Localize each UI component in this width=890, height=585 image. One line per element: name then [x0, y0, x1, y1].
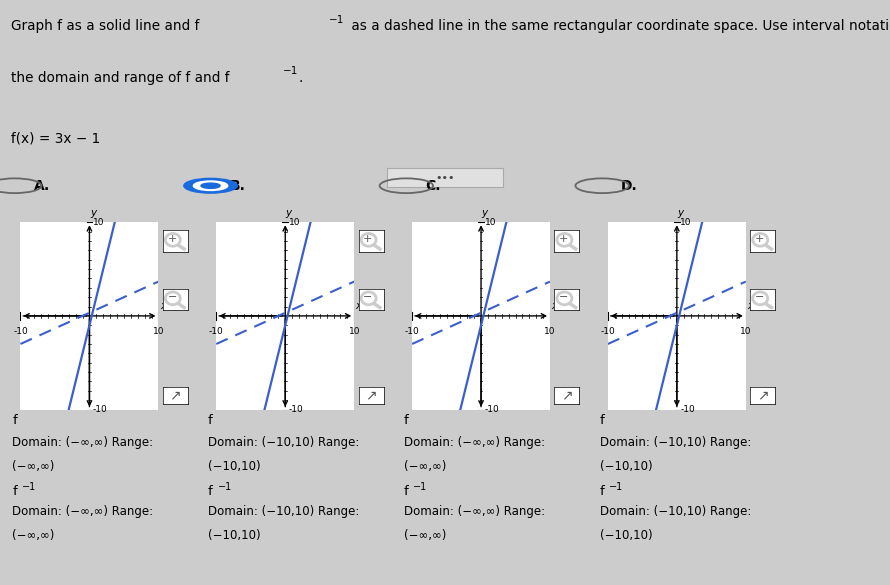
Text: y: y — [90, 208, 96, 218]
Text: B.: B. — [230, 179, 246, 192]
Text: +: + — [755, 234, 765, 244]
Text: f(x) = 3x − 1: f(x) = 3x − 1 — [11, 131, 100, 145]
Text: -10: -10 — [601, 327, 615, 336]
Text: f: f — [12, 414, 17, 428]
Text: Domain: (−10,10) Range:: Domain: (−10,10) Range: — [208, 504, 360, 518]
Text: f: f — [12, 485, 17, 498]
Text: 10: 10 — [349, 327, 360, 336]
Text: (−∞,∞): (−∞,∞) — [12, 529, 54, 542]
Text: -10: -10 — [93, 405, 108, 414]
Text: x: x — [552, 301, 557, 311]
Text: D.: D. — [621, 179, 638, 192]
Text: −: − — [559, 292, 569, 302]
Text: ↗: ↗ — [365, 388, 377, 402]
Text: (−∞,∞): (−∞,∞) — [12, 460, 54, 473]
Text: x: x — [356, 301, 361, 311]
Text: +: + — [363, 234, 373, 244]
Text: f: f — [404, 485, 409, 498]
Text: +: + — [167, 234, 177, 244]
Text: as a dashed line in the same rectangular coordinate space. Use interval notation: as a dashed line in the same rectangular… — [347, 19, 890, 33]
Text: −1: −1 — [414, 481, 428, 491]
Text: 10: 10 — [288, 218, 300, 227]
Text: +: + — [559, 234, 569, 244]
Text: 10: 10 — [740, 327, 751, 336]
Text: y: y — [677, 208, 684, 218]
Text: -10: -10 — [209, 327, 223, 336]
Text: f: f — [208, 414, 213, 428]
Text: x: x — [160, 301, 166, 311]
Text: -10: -10 — [288, 405, 303, 414]
Text: Domain: (−10,10) Range:: Domain: (−10,10) Range: — [600, 504, 751, 518]
Text: Domain: (−10,10) Range:: Domain: (−10,10) Range: — [600, 436, 751, 449]
Text: (−∞,∞): (−∞,∞) — [404, 529, 446, 542]
Text: the domain and range of f and f: the domain and range of f and f — [11, 71, 230, 85]
Text: •••: ••• — [435, 173, 455, 183]
Text: -10: -10 — [13, 327, 28, 336]
Text: -10: -10 — [680, 405, 695, 414]
Circle shape — [201, 183, 220, 188]
Text: -10: -10 — [484, 405, 499, 414]
Text: x: x — [748, 301, 753, 311]
Text: −1: −1 — [283, 67, 298, 77]
Text: −: − — [363, 292, 373, 302]
Text: ↗: ↗ — [756, 388, 769, 402]
Text: Domain: (−∞,∞) Range:: Domain: (−∞,∞) Range: — [404, 436, 545, 449]
Text: ↗: ↗ — [561, 388, 573, 402]
Text: (−∞,∞): (−∞,∞) — [404, 460, 446, 473]
Circle shape — [184, 178, 238, 193]
Text: 10: 10 — [680, 218, 692, 227]
Text: −1: −1 — [329, 15, 344, 25]
Text: (−10,10): (−10,10) — [600, 529, 652, 542]
Text: Domain: (−10,10) Range:: Domain: (−10,10) Range: — [208, 436, 360, 449]
Text: (−10,10): (−10,10) — [208, 460, 261, 473]
Text: Graph f as a solid line and f: Graph f as a solid line and f — [11, 19, 199, 33]
Text: f: f — [600, 414, 604, 428]
Text: −1: −1 — [610, 481, 624, 491]
Text: f: f — [404, 414, 409, 428]
Text: C.: C. — [425, 179, 441, 192]
Text: 10: 10 — [545, 327, 555, 336]
Text: (−10,10): (−10,10) — [208, 529, 261, 542]
Text: ↗: ↗ — [169, 388, 182, 402]
Text: 10: 10 — [153, 327, 164, 336]
Text: −1: −1 — [218, 481, 232, 491]
Text: 10: 10 — [484, 218, 496, 227]
Text: f: f — [208, 485, 213, 498]
Text: y: y — [481, 208, 488, 218]
Text: -10: -10 — [405, 327, 419, 336]
Text: y: y — [286, 208, 292, 218]
Text: A.: A. — [34, 179, 50, 192]
Text: f: f — [600, 485, 604, 498]
Circle shape — [193, 181, 228, 191]
Text: Domain: (−∞,∞) Range:: Domain: (−∞,∞) Range: — [12, 504, 153, 518]
Text: 10: 10 — [93, 218, 104, 227]
Text: (−10,10): (−10,10) — [600, 460, 652, 473]
Text: .: . — [298, 71, 303, 85]
Text: −: − — [167, 292, 177, 302]
Text: Domain: (−∞,∞) Range:: Domain: (−∞,∞) Range: — [12, 436, 153, 449]
Text: −1: −1 — [22, 481, 36, 491]
Text: Domain: (−∞,∞) Range:: Domain: (−∞,∞) Range: — [404, 504, 545, 518]
Text: −: − — [755, 292, 765, 302]
